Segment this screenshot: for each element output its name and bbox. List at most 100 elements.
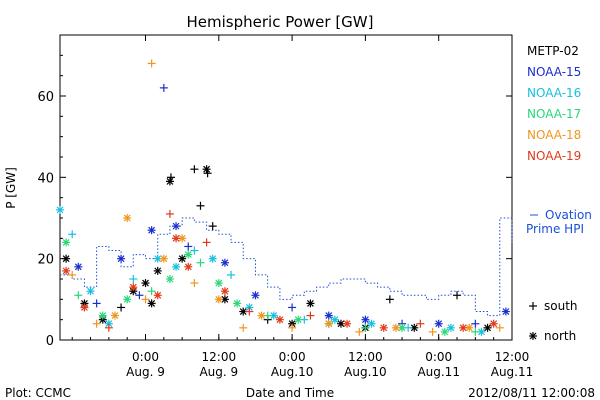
data-point	[74, 262, 83, 271]
data-point	[324, 319, 333, 328]
data-point	[147, 287, 156, 296]
data-point	[361, 315, 370, 324]
data-point	[446, 323, 455, 332]
data-point	[355, 327, 364, 336]
data-point	[68, 230, 77, 239]
data-point	[208, 254, 217, 263]
marker-legend: south north	[529, 299, 578, 343]
data-point	[104, 323, 113, 332]
marker-legend-symbol	[529, 302, 537, 310]
data-point	[379, 323, 388, 332]
data-point	[56, 205, 64, 214]
data-point	[306, 311, 315, 320]
data-point	[343, 319, 352, 328]
data-point	[202, 238, 211, 247]
data-point	[62, 254, 71, 263]
data-point	[477, 327, 486, 336]
data-point	[80, 303, 89, 312]
data-point	[86, 287, 95, 296]
data-point	[123, 214, 132, 222]
data-point	[190, 165, 199, 174]
chart-title: Hemispheric Power [GW]	[187, 13, 374, 31]
data-point	[135, 291, 144, 300]
data-point	[62, 238, 71, 247]
y-axis-label: P [GW]	[4, 167, 18, 209]
data-point	[361, 323, 370, 332]
data-point	[117, 303, 126, 312]
data-point	[141, 279, 150, 288]
x-tick-label-date: Aug. 9	[126, 365, 165, 379]
footer-timestamp: 2012/08/11 12:00:08	[468, 386, 595, 400]
x-tick-label-date: Aug.11	[491, 365, 534, 379]
x-tick-label-time: 0:00	[279, 350, 306, 364]
data-point	[434, 319, 443, 328]
data-point	[391, 323, 400, 332]
legend-entry: NOAA-17	[527, 107, 581, 121]
data-point	[227, 270, 236, 279]
data-point	[440, 327, 449, 336]
data-point	[172, 222, 181, 231]
data-point	[129, 283, 138, 292]
x-axis-label: Date and Time	[246, 386, 334, 400]
data-point	[220, 258, 229, 267]
data-point	[453, 291, 462, 300]
data-point	[251, 291, 260, 300]
data-point	[147, 226, 156, 235]
x-tick-label-time: 0:00	[132, 350, 159, 364]
marker-legend-symbol	[529, 332, 537, 340]
data-point	[459, 323, 468, 332]
data-point	[239, 323, 248, 332]
data-point	[208, 222, 217, 231]
data-point	[184, 250, 193, 259]
data-point	[257, 311, 266, 320]
data-point	[367, 319, 376, 328]
data-point	[62, 266, 71, 275]
data-point	[165, 209, 174, 218]
data-point	[416, 319, 425, 328]
ovation-layer	[60, 217, 513, 317]
legend-entry: NOAA-19	[527, 149, 581, 163]
y-tick-label: 0	[46, 334, 54, 349]
data-point	[147, 59, 156, 68]
data-point	[117, 254, 126, 263]
x-tick-label-date: Aug.10	[344, 365, 387, 379]
data-point	[220, 287, 229, 296]
data-point	[294, 315, 303, 324]
data-point	[398, 323, 407, 332]
data-point	[214, 279, 223, 288]
data-point	[471, 327, 480, 336]
legend-entry: NOAA-15	[527, 65, 581, 79]
data-point	[428, 327, 437, 336]
data-point	[465, 323, 474, 332]
data-point	[336, 319, 345, 328]
data-point	[147, 299, 156, 308]
data-point	[501, 307, 510, 316]
data-point	[74, 291, 83, 300]
data-point	[178, 254, 187, 263]
data-point	[489, 319, 498, 328]
data-point	[178, 234, 187, 243]
x-tick-label-time: 12:00	[202, 350, 237, 364]
y-tick-label: 40	[37, 171, 54, 186]
data-point	[324, 311, 333, 320]
data-point	[233, 299, 242, 308]
data-point	[410, 323, 419, 332]
data-point	[68, 270, 77, 279]
data-point	[245, 307, 254, 316]
data-point	[288, 303, 297, 312]
data-point	[165, 275, 174, 283]
data-point	[159, 83, 168, 92]
footer-plot-credit: Plot: CCMC	[5, 386, 71, 400]
points-layer	[56, 59, 510, 336]
data-point	[385, 295, 394, 304]
data-point	[275, 315, 284, 324]
data-point	[110, 311, 119, 320]
data-point	[471, 319, 480, 328]
data-point	[203, 169, 212, 178]
data-point	[196, 258, 205, 267]
ovation-legend: Ovation Prime HPI	[526, 208, 592, 236]
legend: METP-02 NOAA-15 NOAA-16 NOAA-17 NOAA-18 NOAA-…	[527, 44, 581, 163]
data-point	[495, 323, 504, 332]
